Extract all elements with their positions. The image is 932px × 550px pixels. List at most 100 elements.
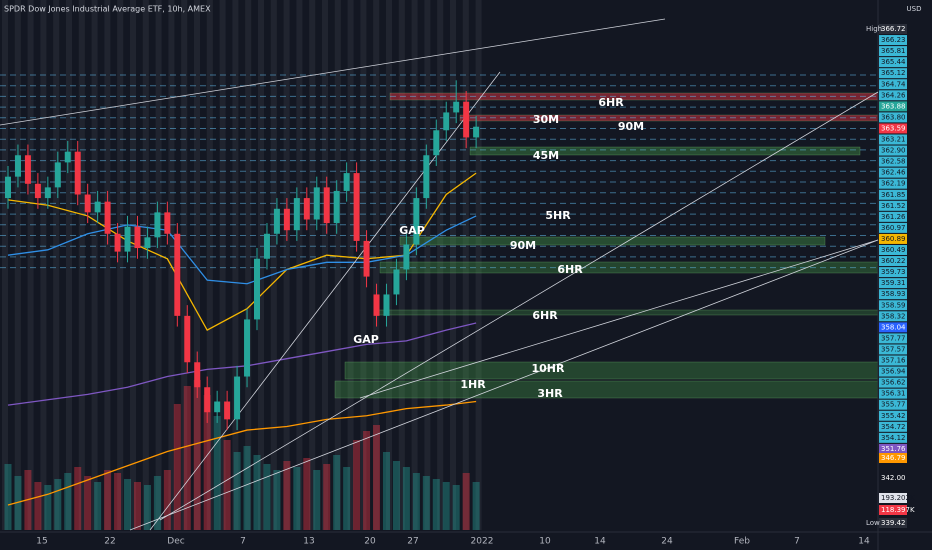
session-stripe <box>437 0 444 530</box>
candle-body <box>254 258 260 320</box>
candle-body <box>463 101 470 138</box>
price-label: 354.72 <box>881 423 906 431</box>
candle-body <box>353 173 360 241</box>
price-label-box <box>879 46 907 57</box>
session-stripe <box>2 0 8 530</box>
session-stripe <box>462 0 469 530</box>
x-axis-label: 14 <box>594 537 606 547</box>
price-label: 342.00 <box>881 474 906 482</box>
zone <box>399 236 826 246</box>
candle-body <box>24 155 31 184</box>
price-label-box <box>879 35 907 46</box>
candle-body <box>303 198 310 220</box>
price-label-box <box>879 311 907 322</box>
price-label-box <box>879 344 907 355</box>
candle-body <box>114 233 121 252</box>
volume-bar <box>213 416 221 530</box>
candle-body <box>5 176 11 199</box>
candle-body <box>244 319 251 377</box>
session-stripe <box>283 0 290 530</box>
price-label: 362.19 <box>881 180 906 188</box>
session-stripe <box>398 0 405 530</box>
session-stripe <box>450 0 456 530</box>
volume-bar <box>74 467 82 530</box>
price-label-box <box>879 366 907 377</box>
candle-body <box>383 294 390 316</box>
price-label: 362.46 <box>881 169 906 177</box>
annotation: 6HR <box>598 96 624 109</box>
candle-body <box>194 362 201 388</box>
session-stripe <box>373 0 380 530</box>
price-label-box <box>879 388 907 399</box>
volume-bar <box>84 476 92 530</box>
x-axis-label: 22 <box>104 537 115 547</box>
price-label-box <box>879 399 907 410</box>
price-label: 362.90 <box>881 147 906 155</box>
session-stripe <box>66 0 72 530</box>
session-stripe <box>424 0 431 530</box>
low-tag: Low <box>866 519 880 527</box>
volume-bar <box>323 464 331 530</box>
price-label-box <box>879 421 907 432</box>
volume-bar <box>153 476 161 530</box>
candle-body <box>74 151 81 195</box>
price-label-box <box>879 145 907 156</box>
price-label: 355.77 <box>881 401 906 409</box>
price-label-box <box>879 377 907 388</box>
candle-body <box>373 294 380 316</box>
candle-body <box>134 226 141 249</box>
price-label: 359.73 <box>881 268 906 276</box>
candle-body <box>393 269 400 295</box>
volume-bar <box>412 473 420 530</box>
volume-bar <box>373 425 381 530</box>
session-stripe <box>14 0 21 530</box>
price-label: 361.85 <box>881 191 906 199</box>
x-axis-label: 13 <box>303 537 314 547</box>
candle-body <box>343 173 350 191</box>
price-label: 356.94 <box>881 368 906 376</box>
x-axis-label: 15 <box>36 537 47 547</box>
price-label-box <box>879 493 907 503</box>
price-label-box <box>879 245 907 255</box>
candle-body <box>363 240 370 277</box>
volume-bar <box>273 470 281 530</box>
volume-bar <box>402 467 410 530</box>
price-label: 358.32 <box>881 312 906 320</box>
x-axis-label: 27 <box>407 537 418 547</box>
price-label-box <box>879 211 907 222</box>
currency: USD <box>907 5 922 13</box>
candle-body <box>263 233 270 259</box>
session-stripe <box>245 0 252 530</box>
session-stripe <box>270 0 277 530</box>
session-stripe <box>258 0 264 530</box>
candle-body <box>44 187 51 199</box>
x-axis-label: Feb <box>734 537 750 547</box>
price-label: 358.93 <box>881 290 906 298</box>
candle-body <box>333 190 340 224</box>
session-stripe <box>27 0 34 530</box>
price-label: 364.26 <box>881 91 906 99</box>
price-label-box <box>879 79 907 90</box>
candle-body <box>94 201 101 213</box>
session-stripe <box>334 0 341 530</box>
price-label: 360.97 <box>881 224 906 232</box>
volume-bar <box>34 482 42 530</box>
candle-body <box>144 237 151 249</box>
price-label: 363.88 <box>881 102 906 110</box>
session-stripe <box>411 0 418 530</box>
x-axis-label: 2022 <box>471 537 494 547</box>
volume-bar <box>263 464 271 530</box>
annotation: 90M <box>510 239 536 252</box>
session-stripe <box>130 0 136 530</box>
price-label: 351.76 <box>881 445 906 453</box>
price-label-box <box>879 90 907 101</box>
annotation: GAP <box>353 333 379 346</box>
session-stripe <box>475 0 482 530</box>
volume-bar <box>44 485 52 530</box>
price-label-box <box>879 189 907 200</box>
volume-bar <box>104 470 112 530</box>
price-label-box <box>879 178 907 189</box>
candle-body <box>423 155 430 199</box>
volume-bar <box>283 461 291 530</box>
session-stripe <box>104 0 111 530</box>
